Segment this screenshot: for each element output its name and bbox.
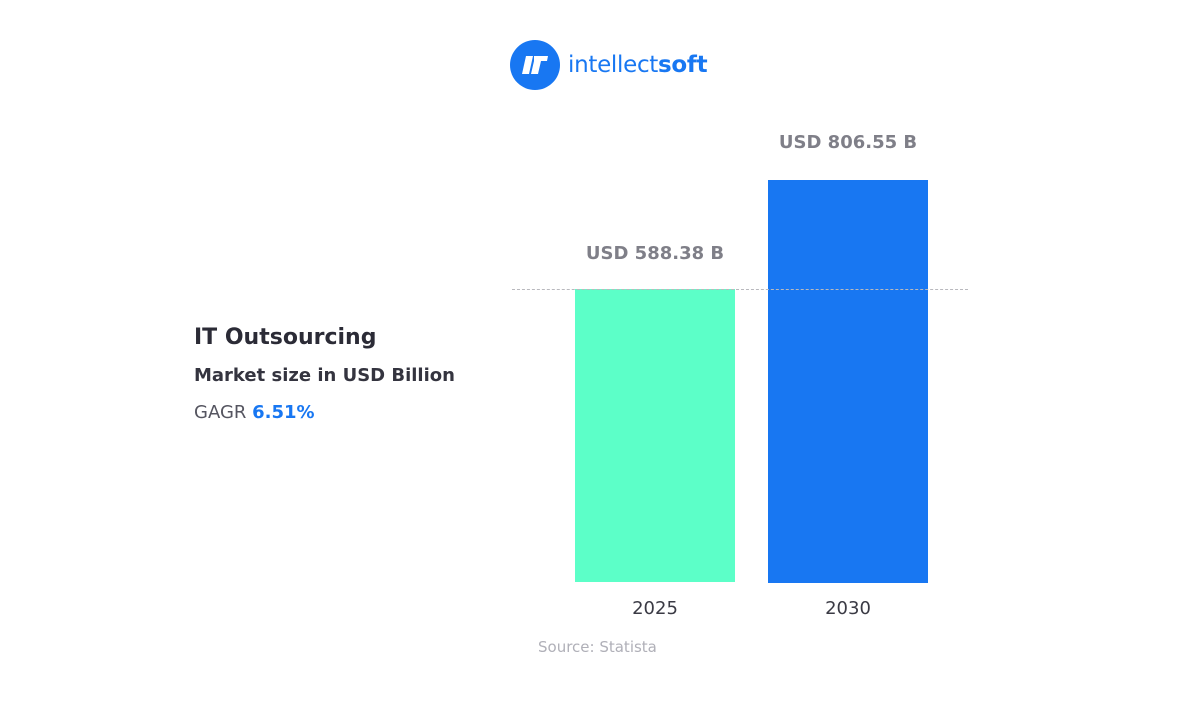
x-axis-label-2025: 2025 (632, 598, 678, 619)
chart-info: IT Outsourcing Market size in USD Billio… (194, 322, 455, 425)
source-note: Source: Statista (538, 638, 657, 656)
x-axis-label-2030: 2030 (825, 598, 871, 619)
reference-dashed-line (512, 289, 968, 290)
brand-name-light: intellect (568, 52, 659, 78)
gagr-label: GAGR (194, 402, 247, 423)
brand-name-bold: soft (658, 52, 708, 78)
bar-2030 (768, 180, 928, 583)
gagr-line: GAGR 6.51% (194, 401, 455, 425)
bar-value-label-2030: USD 806.55 B (778, 132, 918, 153)
brand-name: intellectsoft (568, 52, 708, 78)
chart-title: IT Outsourcing (194, 325, 377, 350)
bar-2025 (575, 289, 735, 582)
chart-subtitle: Market size in USD Billion (194, 365, 455, 386)
brand-logo: intellectsoft (510, 40, 708, 90)
gagr-value: 6.51% (252, 402, 315, 423)
intellectsoft-logo-icon (510, 40, 560, 90)
bar-value-label-2025: USD 588.38 B (585, 243, 725, 264)
